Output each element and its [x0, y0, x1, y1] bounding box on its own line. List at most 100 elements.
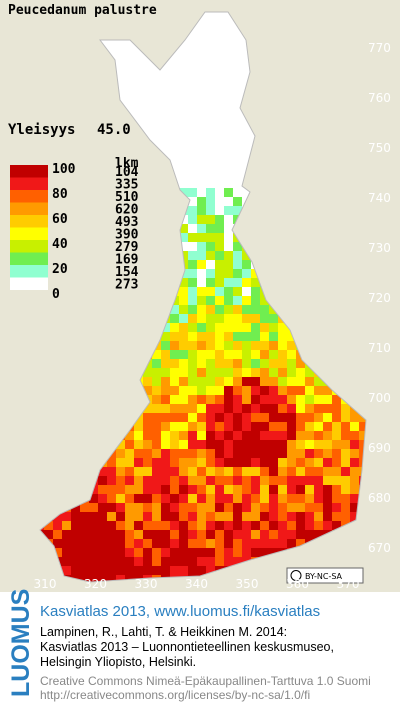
grid-cell [206, 62, 215, 71]
grid-cell [179, 71, 188, 80]
grid-cell [215, 215, 224, 224]
badge-box [286, 567, 364, 584]
grid-cell [242, 323, 251, 332]
grid-cell [233, 44, 242, 53]
grid-cell [287, 431, 296, 440]
grid-cell [206, 296, 215, 305]
grid-cell [233, 179, 242, 188]
grid-cell [125, 548, 134, 557]
grid-cell [206, 566, 215, 575]
grid-cell [296, 503, 305, 512]
grid-cell [152, 413, 161, 422]
grid-cell [314, 512, 323, 521]
grid-cell [197, 440, 206, 449]
grid-cell [314, 476, 323, 485]
grid-cell [197, 107, 206, 116]
grid-cell [242, 413, 251, 422]
grid-cell [251, 386, 260, 395]
grid-cell [152, 107, 161, 116]
grid-cell [107, 548, 116, 557]
grid-cell [179, 152, 188, 161]
y-axis-label: 730 [368, 241, 391, 255]
grid-cell [107, 539, 116, 548]
grid-cell [305, 422, 314, 431]
grid-cell [116, 80, 125, 89]
grid-cell [179, 386, 188, 395]
grid-cell [71, 503, 80, 512]
grid-cell [107, 557, 116, 566]
grid-cell [278, 386, 287, 395]
grid-cell [242, 449, 251, 458]
grid-cell [224, 296, 233, 305]
grid-cell [206, 530, 215, 539]
grid-cell [179, 566, 188, 575]
grid-cell [215, 503, 224, 512]
grid-cell [260, 431, 269, 440]
grid-cell [152, 134, 161, 143]
grid-cell [179, 98, 188, 107]
grid-cell [152, 458, 161, 467]
grid-cell [224, 377, 233, 386]
grid-cell [233, 80, 242, 89]
grid-cell [278, 332, 287, 341]
grid-cell [341, 440, 350, 449]
grid-cell [341, 512, 350, 521]
grid-cell [188, 206, 197, 215]
grid-cell [233, 359, 242, 368]
grid-cell [251, 494, 260, 503]
grid-cell [215, 224, 224, 233]
grid-cell [206, 458, 215, 467]
grid-cell [251, 422, 260, 431]
y-axis-label: 670 [368, 541, 391, 555]
grid-cell [179, 458, 188, 467]
grid-cell [179, 287, 188, 296]
grid-cell [116, 521, 125, 530]
grid-cell [188, 269, 197, 278]
grid-cell [350, 485, 359, 494]
grid-cell [89, 548, 98, 557]
y-axis-label: 720 [368, 291, 391, 305]
grid-cell [233, 413, 242, 422]
grid-cell [53, 539, 62, 548]
legend-swatch [10, 165, 48, 178]
grid-cell [152, 521, 161, 530]
grid-cell [269, 431, 278, 440]
grid-cell [170, 98, 179, 107]
grid-cell [224, 350, 233, 359]
grid-cell [206, 467, 215, 476]
grid-cell [161, 98, 170, 107]
grid-cell [188, 242, 197, 251]
grid-cell [197, 242, 206, 251]
grid-cell [125, 449, 134, 458]
grid-cell [314, 494, 323, 503]
grid-cell [125, 467, 134, 476]
cc-icon [290, 570, 302, 581]
grid-cell [206, 206, 215, 215]
grid-cell [134, 548, 143, 557]
grid-cell [215, 314, 224, 323]
grid-cell [134, 467, 143, 476]
grid-cell [332, 512, 341, 521]
grid-cell [215, 440, 224, 449]
grid-cell [224, 260, 233, 269]
grid-cell [305, 377, 314, 386]
grid-cell [161, 503, 170, 512]
grid-cell [161, 341, 170, 350]
grid-cell [350, 440, 359, 449]
grid-cell [143, 512, 152, 521]
grid-cell [71, 566, 80, 575]
grid-cell [197, 476, 206, 485]
grid-cell [296, 458, 305, 467]
grid-cell [206, 305, 215, 314]
grid-cell [224, 134, 233, 143]
grid-cell [143, 62, 152, 71]
grid-cell [314, 449, 323, 458]
grid-cell [323, 503, 332, 512]
grid-cell [224, 80, 233, 89]
legend-count: 493 [115, 215, 138, 230]
grid-cell [116, 62, 125, 71]
grid-cell [350, 467, 359, 476]
grid-cell [134, 476, 143, 485]
grid-cell [98, 494, 107, 503]
grid-cell [134, 53, 143, 62]
